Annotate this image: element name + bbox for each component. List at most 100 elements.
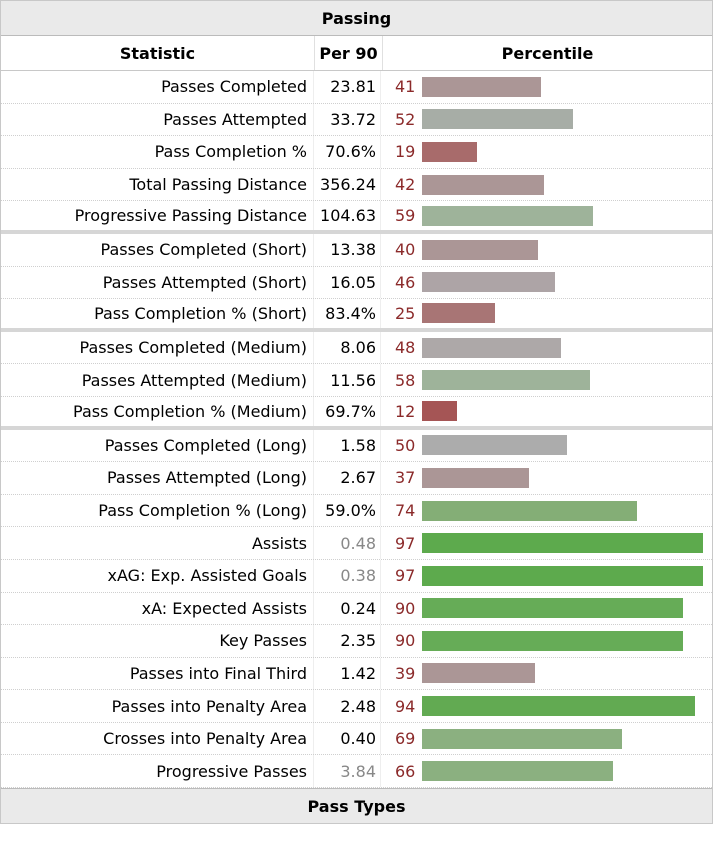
percentile-bar bbox=[422, 401, 457, 422]
table-row: Pass Completion % 70.6% 19 bbox=[1, 136, 712, 169]
stat-label: Progressive Passing Distance bbox=[1, 201, 314, 230]
stat-label: Passes Attempted bbox=[1, 103, 314, 136]
per90-value: 59.0% bbox=[314, 494, 381, 527]
percentile-number: 90 bbox=[395, 631, 416, 651]
per90-value: 2.67 bbox=[314, 462, 381, 494]
table-row: Key Passes 2.35 90 bbox=[1, 625, 712, 658]
stat-label: Passes Completed (Long) bbox=[1, 429, 314, 462]
stat-label: Passes into Final Third bbox=[1, 657, 314, 690]
header-per90[interactable]: Per 90 bbox=[315, 36, 383, 70]
percentile-number: 46 bbox=[395, 272, 416, 292]
percentile-number: 90 bbox=[395, 598, 416, 618]
percentile-bar bbox=[422, 141, 478, 162]
percentile-bar bbox=[422, 663, 536, 684]
table-row: xA: Expected Assists 0.24 90 bbox=[1, 592, 712, 626]
percentile-cell: 25 bbox=[381, 299, 712, 328]
stat-label: Pass Completion % bbox=[1, 136, 314, 168]
table-row: Progressive Passing Distance 104.63 59 bbox=[1, 201, 712, 234]
percentile-number: 97 bbox=[395, 533, 416, 553]
table-row: Passes into Penalty Area 2.48 94 bbox=[1, 690, 712, 723]
percentile-bar bbox=[422, 565, 704, 586]
per90-value: 0.38 bbox=[314, 559, 381, 592]
percentile-bar-track bbox=[422, 337, 712, 358]
percentile-bar-track bbox=[422, 272, 712, 293]
percentile-cell: 48 bbox=[381, 332, 712, 364]
percentile-cell: 42 bbox=[381, 169, 712, 201]
percentile-cell: 40 bbox=[381, 234, 712, 266]
percentile-number: 97 bbox=[395, 566, 416, 586]
percentile-bar-track bbox=[422, 76, 712, 97]
percentile-bar-track bbox=[422, 303, 712, 324]
header-statistic[interactable]: Statistic bbox=[1, 36, 315, 70]
section-title: Passing bbox=[1, 0, 712, 36]
percentile-number: 74 bbox=[395, 501, 416, 521]
stat-label: Total Passing Distance bbox=[1, 168, 314, 201]
percentile-bar bbox=[422, 337, 562, 358]
stat-label: Assists bbox=[1, 527, 314, 559]
next-section-title[interactable]: Pass Types bbox=[1, 788, 712, 824]
percentile-cell: 97 bbox=[381, 527, 712, 559]
percentile-bar bbox=[422, 303, 495, 324]
table-row: Passes Attempted (Long) 2.67 37 bbox=[1, 462, 712, 495]
percentile-bar bbox=[422, 239, 538, 260]
per90-value: 83.4% bbox=[314, 299, 381, 328]
percentile-cell: 74 bbox=[381, 495, 712, 527]
percentile-bar bbox=[422, 696, 695, 717]
percentile-bar bbox=[422, 598, 683, 619]
table-row: Total Passing Distance 356.24 42 bbox=[1, 168, 712, 202]
percentile-bar-track bbox=[422, 761, 712, 782]
stat-label: Progressive Passes bbox=[1, 755, 314, 788]
percentile-bar-track bbox=[422, 109, 712, 130]
percentile-cell: 12 bbox=[381, 397, 712, 426]
table-row: Passes Completed 23.81 41 bbox=[1, 71, 712, 104]
percentile-bar-track bbox=[422, 435, 712, 456]
percentile-cell: 94 bbox=[381, 690, 712, 722]
stat-label: Crosses into Penalty Area bbox=[1, 722, 314, 755]
per90-value: 33.72 bbox=[314, 103, 381, 136]
table-row: Progressive Passes 3.84 66 bbox=[1, 755, 712, 789]
per90-value: 0.40 bbox=[314, 722, 381, 755]
percentile-cell: 41 bbox=[381, 71, 712, 103]
percentile-number: 42 bbox=[395, 175, 416, 195]
table-row: Assists 0.48 97 bbox=[1, 527, 712, 560]
percentile-number: 59 bbox=[395, 206, 416, 226]
percentile-bar-track bbox=[422, 598, 712, 619]
percentile-bar bbox=[422, 630, 683, 651]
stat-label: Passes Attempted (Short) bbox=[1, 266, 314, 299]
percentile-cell: 52 bbox=[381, 104, 712, 136]
table-row: Passes Completed (Long) 1.58 50 bbox=[1, 429, 712, 463]
percentile-number: 19 bbox=[395, 142, 416, 162]
percentile-bar-track bbox=[422, 533, 712, 554]
percentile-number: 39 bbox=[395, 663, 416, 683]
percentile-cell: 90 bbox=[381, 593, 712, 625]
percentile-bar bbox=[422, 174, 544, 195]
table-row: Passes Attempted (Short) 16.05 46 bbox=[1, 266, 712, 300]
stat-label: Passes Completed bbox=[1, 71, 314, 103]
table-row: Crosses into Penalty Area 0.40 69 bbox=[1, 722, 712, 756]
percentile-number: 40 bbox=[395, 240, 416, 260]
stat-label: Passes Attempted (Long) bbox=[1, 462, 314, 494]
percentile-bar-track bbox=[422, 239, 712, 260]
percentile-cell: 46 bbox=[381, 267, 712, 299]
per90-value: 8.06 bbox=[314, 331, 381, 364]
percentile-number: 58 bbox=[395, 370, 416, 390]
percentile-bar bbox=[422, 76, 541, 97]
table-row: Passes Attempted (Medium) 11.56 58 bbox=[1, 364, 712, 397]
percentile-bar bbox=[422, 205, 594, 226]
per90-value: 0.48 bbox=[314, 527, 381, 559]
percentile-bar-track bbox=[422, 565, 712, 586]
percentile-number: 94 bbox=[395, 696, 416, 716]
percentile-number: 50 bbox=[395, 435, 416, 455]
table-row: Passes Completed (Short) 13.38 40 bbox=[1, 233, 712, 267]
percentile-cell: 90 bbox=[381, 625, 712, 657]
per90-value: 69.7% bbox=[314, 396, 381, 426]
percentile-bar bbox=[422, 533, 704, 554]
table-row: Passes Completed (Medium) 8.06 48 bbox=[1, 331, 712, 365]
percentile-bar-track bbox=[422, 174, 712, 195]
passing-table: Passing Statistic Per 90 Percentile Pass… bbox=[0, 0, 713, 825]
stat-label: Pass Completion % (Short) bbox=[1, 299, 314, 328]
per90-value: 16.05 bbox=[314, 266, 381, 299]
per90-value: 0.24 bbox=[314, 592, 381, 625]
header-percentile[interactable]: Percentile bbox=[501, 43, 594, 63]
stat-label: Key Passes bbox=[1, 625, 314, 657]
